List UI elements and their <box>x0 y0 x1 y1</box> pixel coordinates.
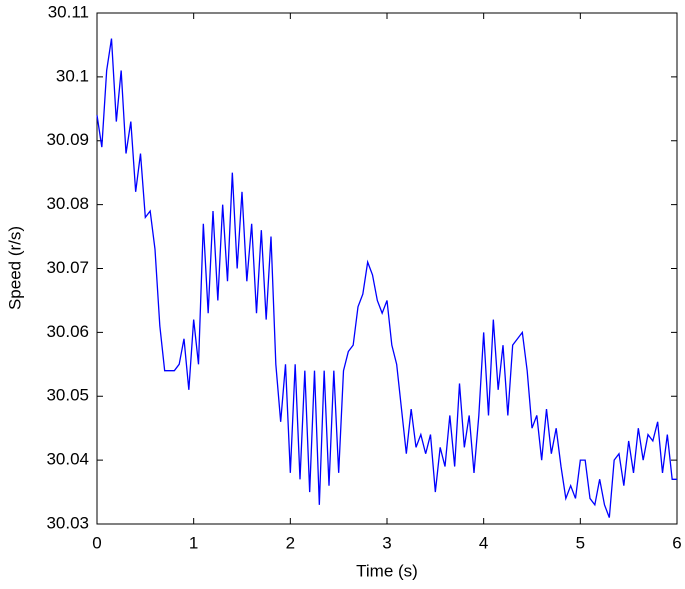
y-tick-label: 30.08 <box>46 194 89 213</box>
data-line <box>96 38 677 518</box>
x-tick-label: 2 <box>286 533 295 552</box>
x-tick-label: 4 <box>479 533 488 552</box>
y-tick-label: 30.05 <box>46 386 89 405</box>
x-tick-label: 3 <box>382 533 391 552</box>
x-tick-label: 6 <box>672 533 681 552</box>
y-axis-label: Speed (r/s) <box>5 226 24 310</box>
plot-frame <box>96 12 678 525</box>
y-tick-label: 30.1 <box>56 66 89 85</box>
x-tick-label: 5 <box>576 533 585 552</box>
y-tick-label: 30.04 <box>46 450 89 469</box>
y-tick-label: 30.09 <box>46 130 89 149</box>
y-tick-label: 30.03 <box>46 513 89 532</box>
y-tick-label: 30.07 <box>46 258 89 277</box>
x-axis-label: Time (s) <box>356 561 418 580</box>
x-tick-label: 1 <box>189 533 198 552</box>
x-tick-label: 0 <box>92 533 101 552</box>
y-tick-label: 30.06 <box>46 322 89 341</box>
y-tick-label: 30.11 <box>48 2 89 21</box>
